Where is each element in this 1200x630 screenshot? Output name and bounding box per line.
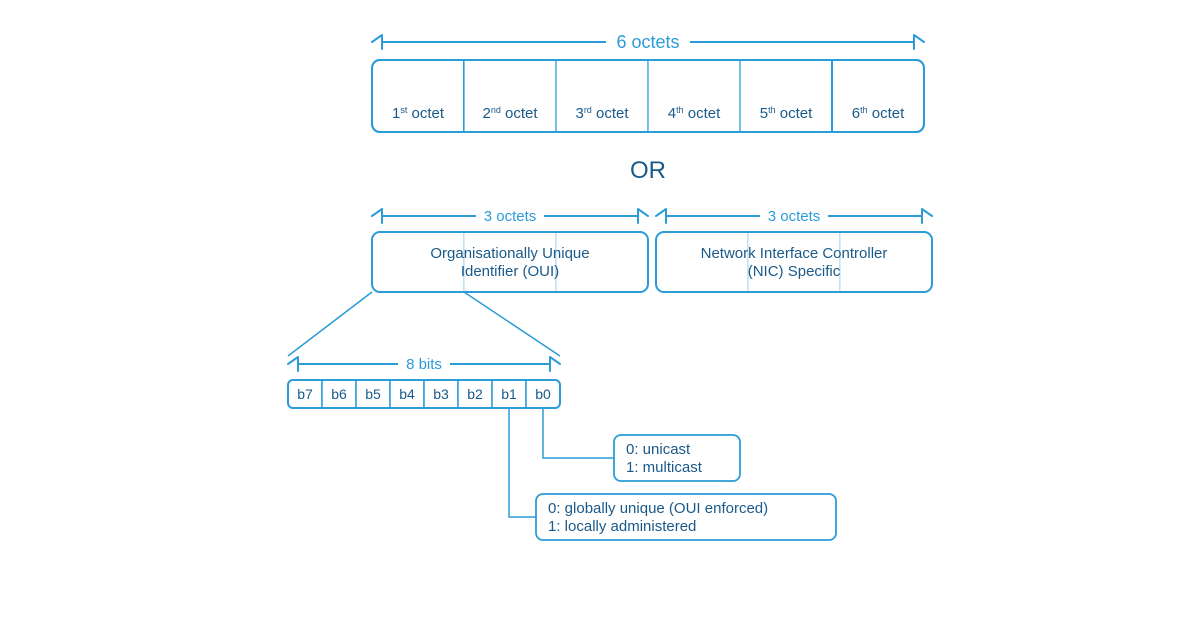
callout-global-line2: 1: locally administered bbox=[548, 518, 696, 535]
octet-cell-label: 1st octet bbox=[392, 105, 445, 122]
bit-label: b2 bbox=[467, 386, 483, 402]
octet-cell-label: 4th octet bbox=[668, 105, 721, 122]
callout-global-line1: 0: globally unique (OUI enforced) bbox=[548, 500, 768, 517]
callout-global: 0: globally unique (OUI enforced)1: loca… bbox=[536, 494, 836, 540]
bit-label: b6 bbox=[331, 386, 347, 402]
bit-label: b4 bbox=[399, 386, 415, 402]
octet-cell-label: 3rd octet bbox=[575, 105, 629, 122]
bit-label: b5 bbox=[365, 386, 381, 402]
callout-unicast-line1: 0: unicast bbox=[626, 441, 691, 458]
bits-row: 8 bits b7 b6 b5 b4 b3 b2 b1 b0 bbox=[288, 356, 614, 517]
three-octets-left-label: 3 octets bbox=[484, 208, 537, 225]
three-octets-right-label: 3 octets bbox=[768, 208, 821, 225]
bit-label: b7 bbox=[297, 386, 313, 402]
eight-bits-label: 8 bits bbox=[406, 356, 442, 373]
nic-label-1: Network Interface Controller bbox=[701, 245, 888, 262]
or-label: OR bbox=[630, 157, 666, 184]
callout-unicast-line2: 1: multicast bbox=[626, 459, 703, 476]
oui-nic-row: 3 octets 3 octets Organisationally UniqueI… bbox=[288, 208, 932, 356]
octet-cell-label: 5th octet bbox=[760, 105, 813, 122]
octet-cell-label: 6th octet bbox=[852, 105, 905, 122]
nic-label-2: (NIC) Specific bbox=[748, 263, 841, 280]
bit-label: b0 bbox=[535, 386, 551, 402]
oui-label-1: Organisationally Unique bbox=[430, 245, 589, 262]
six-octets-label: 6 octets bbox=[616, 32, 679, 52]
bit-label: b1 bbox=[501, 386, 517, 402]
oui-label-2: Identifier (OUI) bbox=[461, 263, 559, 280]
octet-row: 6 octets1st octet2nd octet3rd octet4th o… bbox=[372, 32, 924, 132]
callout-unicast: 0: unicast1: multicast bbox=[614, 435, 740, 481]
bit-label: b3 bbox=[433, 386, 449, 402]
